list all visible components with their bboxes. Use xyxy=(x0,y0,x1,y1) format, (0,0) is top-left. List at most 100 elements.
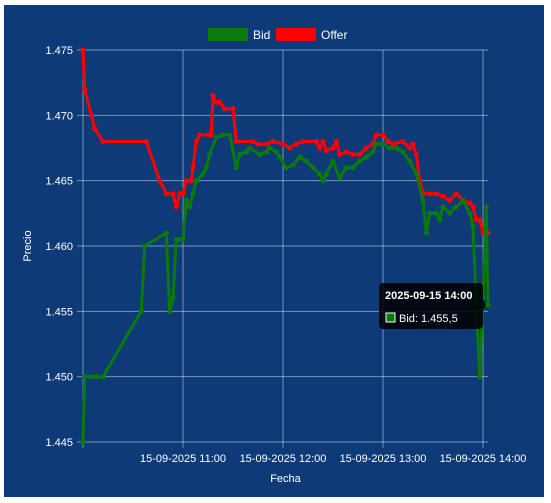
data-point-offer[interactable] xyxy=(373,132,379,138)
data-point-offer[interactable] xyxy=(410,141,416,147)
data-point-offer[interactable] xyxy=(407,145,413,151)
data-point-bid[interactable] xyxy=(80,439,86,445)
legend-label-offer[interactable]: Offer xyxy=(321,28,347,42)
data-point-offer[interactable] xyxy=(82,86,88,92)
data-point-bid[interactable] xyxy=(283,165,289,171)
data-point-offer[interactable] xyxy=(477,217,483,223)
data-point-bid[interactable] xyxy=(183,197,189,203)
data-point-bid[interactable] xyxy=(470,223,476,229)
data-point-bid[interactable] xyxy=(407,158,413,164)
data-point-offer[interactable] xyxy=(197,132,203,138)
data-point-bid[interactable] xyxy=(380,141,386,147)
data-point-offer[interactable] xyxy=(222,106,228,112)
data-point-bid[interactable] xyxy=(433,210,439,216)
data-point-bid[interactable] xyxy=(303,158,309,164)
data-point-offer[interactable] xyxy=(88,112,94,118)
data-point-offer[interactable] xyxy=(255,141,261,147)
data-point-bid[interactable] xyxy=(317,171,323,177)
data-point-bid[interactable] xyxy=(203,165,209,171)
data-point-offer[interactable] xyxy=(183,178,189,184)
data-point-offer[interactable] xyxy=(330,145,336,151)
data-point-bid[interactable] xyxy=(290,162,296,168)
data-point-offer[interactable] xyxy=(427,191,433,197)
data-point-offer[interactable] xyxy=(250,138,256,145)
data-point-bid[interactable] xyxy=(440,204,446,210)
data-point-bid[interactable] xyxy=(363,154,369,160)
data-point-bid[interactable] xyxy=(343,165,349,171)
data-point-offer[interactable] xyxy=(180,191,186,197)
data-point-offer[interactable] xyxy=(193,138,199,145)
data-point-bid[interactable] xyxy=(207,151,213,158)
data-point-bid[interactable] xyxy=(257,151,263,158)
data-point-bid[interactable] xyxy=(370,149,376,155)
data-point-offer[interactable] xyxy=(263,141,269,147)
data-point-offer[interactable] xyxy=(170,191,176,197)
data-point-bid[interactable] xyxy=(420,197,426,203)
data-point-offer[interactable] xyxy=(173,204,179,210)
data-point-bid[interactable] xyxy=(437,217,443,223)
data-point-offer[interactable] xyxy=(188,178,194,184)
data-point-bid[interactable] xyxy=(163,230,169,236)
data-point-bid[interactable] xyxy=(93,374,99,380)
data-point-bid[interactable] xyxy=(243,149,249,155)
data-point-offer[interactable] xyxy=(470,204,476,210)
data-point-bid[interactable] xyxy=(138,308,144,314)
data-point-offer[interactable] xyxy=(350,151,356,158)
data-point-bid[interactable] xyxy=(142,243,148,249)
data-point-bid[interactable] xyxy=(82,374,88,380)
data-point-offer[interactable] xyxy=(190,165,196,171)
data-point-offer[interactable] xyxy=(320,138,326,145)
data-point-bid[interactable] xyxy=(88,374,94,380)
series-bid[interactable] xyxy=(80,132,491,445)
data-point-offer[interactable] xyxy=(467,200,473,206)
data-point-bid[interactable] xyxy=(485,302,491,308)
data-point-bid[interactable] xyxy=(387,145,393,151)
data-point-offer[interactable] xyxy=(80,47,86,53)
data-point-bid[interactable] xyxy=(467,210,473,216)
data-point-bid[interactable] xyxy=(447,210,453,216)
data-point-offer[interactable] xyxy=(293,141,299,147)
data-point-offer[interactable] xyxy=(92,125,98,131)
data-point-offer[interactable] xyxy=(233,138,239,145)
data-point-bid[interactable] xyxy=(477,374,483,380)
data-point-bid[interactable] xyxy=(310,165,316,171)
legend-swatch-bid[interactable] xyxy=(208,28,248,41)
legend-item-bid[interactable]: Bid xyxy=(208,28,270,42)
data-point-offer[interactable] xyxy=(390,141,396,147)
data-point-offer[interactable] xyxy=(280,141,286,147)
data-point-bid[interactable] xyxy=(193,178,199,184)
data-point-bid[interactable] xyxy=(373,141,379,147)
data-point-offer[interactable] xyxy=(143,138,149,145)
data-point-bid[interactable] xyxy=(187,204,193,210)
data-point-bid[interactable] xyxy=(453,204,459,210)
data-point-bid[interactable] xyxy=(423,230,429,236)
data-point-offer[interactable] xyxy=(343,149,349,155)
data-point-bid[interactable] xyxy=(400,149,406,155)
data-point-offer[interactable] xyxy=(208,132,214,138)
data-point-bid[interactable] xyxy=(277,154,283,160)
legend-label-bid[interactable]: Bid xyxy=(253,28,270,42)
data-point-offer[interactable] xyxy=(357,151,363,158)
data-point-bid[interactable] xyxy=(170,295,176,301)
data-point-bid[interactable] xyxy=(460,197,466,203)
legend[interactable]: Bid Offer xyxy=(208,28,347,42)
data-point-bid[interactable] xyxy=(357,158,363,164)
data-point-offer[interactable] xyxy=(380,132,386,138)
data-point-bid[interactable] xyxy=(483,204,489,210)
data-point-bid[interactable] xyxy=(350,165,356,171)
data-point-offer[interactable] xyxy=(453,191,459,197)
data-point-bid[interactable] xyxy=(200,171,206,177)
data-point-offer[interactable] xyxy=(157,178,163,184)
data-point-offer[interactable] xyxy=(363,145,369,151)
data-point-offer[interactable] xyxy=(413,151,419,158)
data-point-bid[interactable] xyxy=(100,374,106,380)
data-point-offer[interactable] xyxy=(217,99,223,105)
data-point-offer[interactable] xyxy=(333,138,339,145)
data-point-bid[interactable] xyxy=(297,154,303,160)
data-point-bid[interactable] xyxy=(267,145,273,151)
data-point-offer[interactable] xyxy=(300,138,306,145)
data-point-bid[interactable] xyxy=(237,151,243,158)
data-point-offer[interactable] xyxy=(313,138,319,145)
data-point-bid[interactable] xyxy=(190,191,196,197)
data-point-bid[interactable] xyxy=(167,308,173,314)
